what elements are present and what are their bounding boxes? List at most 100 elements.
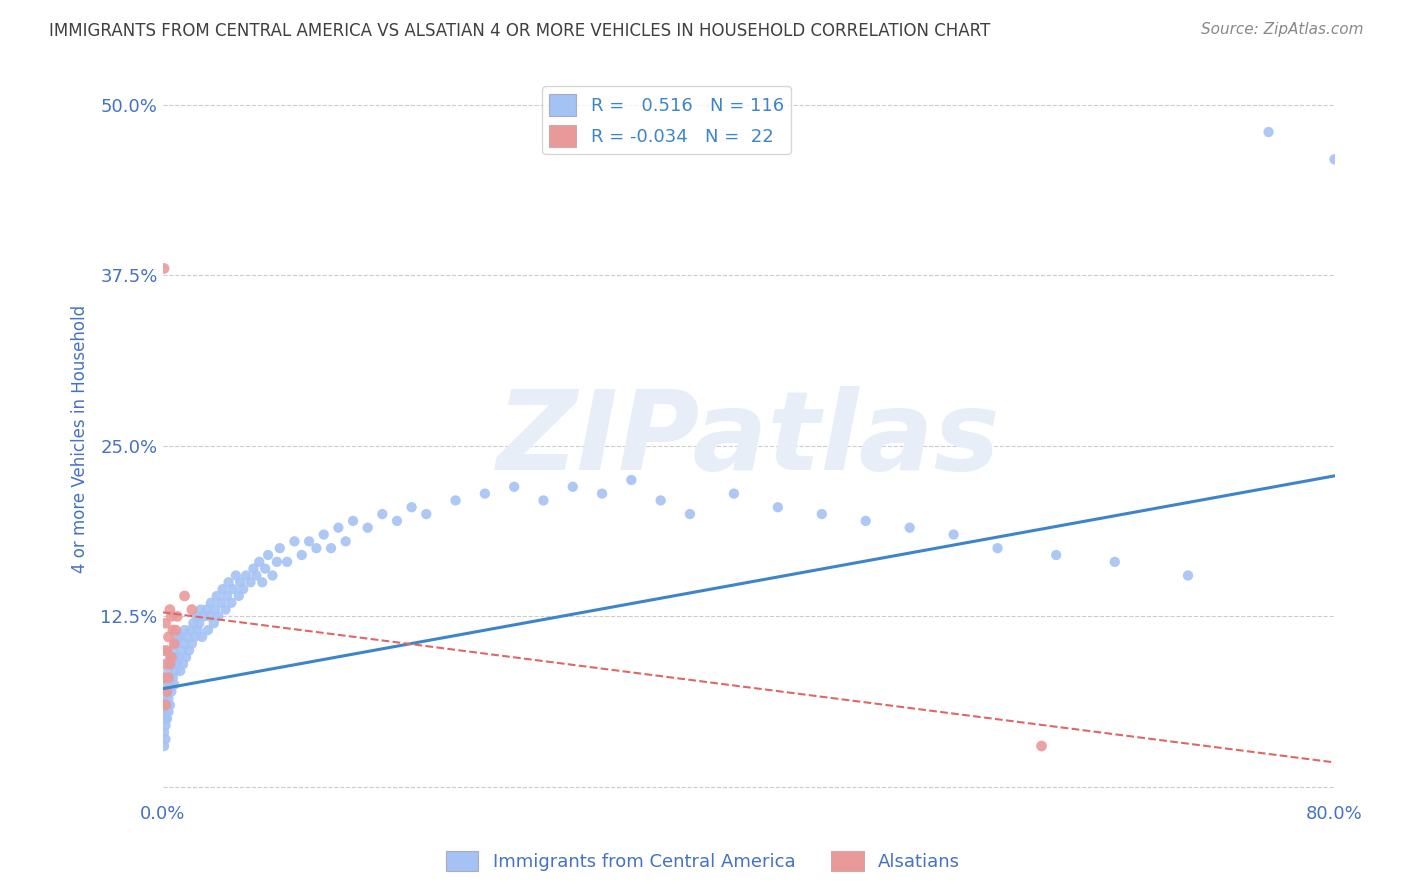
Point [209,596,232,610]
Point [235,568,257,582]
Point [156,712,179,726]
Point [155,718,177,732]
Point [177,643,200,657]
Point [197,623,219,637]
Point [283,534,305,549]
Point [176,630,198,644]
Point [156,671,179,685]
Point [371,507,394,521]
Point [242,562,264,576]
Point [503,480,526,494]
Point [156,684,179,698]
Point [207,609,229,624]
Point [156,698,179,712]
Point [239,575,262,590]
Point [1323,153,1346,167]
Point [198,609,221,624]
Point [620,473,643,487]
Point [312,527,335,541]
Point [179,623,201,637]
Point [153,705,176,719]
Point [180,602,202,616]
Point [444,493,467,508]
Text: ZIPatlas: ZIPatlas [496,385,1001,492]
Point [269,541,291,556]
Point [1045,548,1067,562]
Point [335,534,357,549]
Point [190,602,212,616]
Point [262,568,284,582]
Point [186,609,208,624]
Point [650,493,672,508]
Point [173,589,195,603]
Point [222,582,245,596]
Point [155,678,177,692]
Point [533,493,555,508]
Point [160,657,183,672]
Point [250,575,273,590]
Point [291,548,314,562]
Point [215,589,238,603]
Point [723,486,745,500]
Point [157,671,180,685]
Point [257,548,280,562]
Point [305,541,328,556]
Point [167,650,190,665]
Point [202,616,225,631]
Y-axis label: 4 or more Vehicles in Household: 4 or more Vehicles in Household [72,305,89,573]
Point [328,521,350,535]
Point [211,582,233,596]
Point [342,514,364,528]
Point [855,514,877,528]
Point [193,609,215,624]
Point [218,575,240,590]
Point [561,480,583,494]
Point [153,643,176,657]
Point [173,623,195,637]
Point [298,534,321,549]
Point [385,514,408,528]
Point [159,698,181,712]
Point [160,609,183,624]
Point [162,623,184,637]
Point [163,637,186,651]
Point [157,630,180,644]
Point [357,521,380,535]
Point [166,630,188,644]
Point [155,691,177,706]
Point [228,589,250,603]
Point [1031,739,1053,753]
Text: IMMIGRANTS FROM CENTRAL AMERICA VS ALSATIAN 4 OR MORE VEHICLES IN HOUSEHOLD CORR: IMMIGRANTS FROM CENTRAL AMERICA VS ALSAT… [49,22,990,40]
Point [474,486,496,500]
Point [153,698,176,712]
Point [1104,555,1126,569]
Point [159,678,181,692]
Point [319,541,342,556]
Point [163,650,186,665]
Point [942,527,965,541]
Point [276,555,298,569]
Point [153,684,176,698]
Point [183,616,205,631]
Legend: Immigrants from Central America, Alsatians: Immigrants from Central America, Alsatia… [439,844,967,879]
Text: Source: ZipAtlas.com: Source: ZipAtlas.com [1201,22,1364,37]
Point [766,500,789,515]
Point [157,705,180,719]
Point [173,637,195,651]
Point [153,671,176,685]
Point [679,507,702,521]
Point [174,650,197,665]
Point [415,507,437,521]
Point [1177,568,1199,582]
Point [204,602,226,616]
Point [153,725,176,739]
Point [169,630,191,644]
Point [987,541,1010,556]
Point [221,596,243,610]
Legend: R =   0.516   N = 116, R = -0.034   N =  22: R = 0.516 N = 116, R = -0.034 N = 22 [541,87,792,154]
Point [1257,125,1279,139]
Point [156,643,179,657]
Point [205,589,228,603]
Point [591,486,613,500]
Point [191,630,214,644]
